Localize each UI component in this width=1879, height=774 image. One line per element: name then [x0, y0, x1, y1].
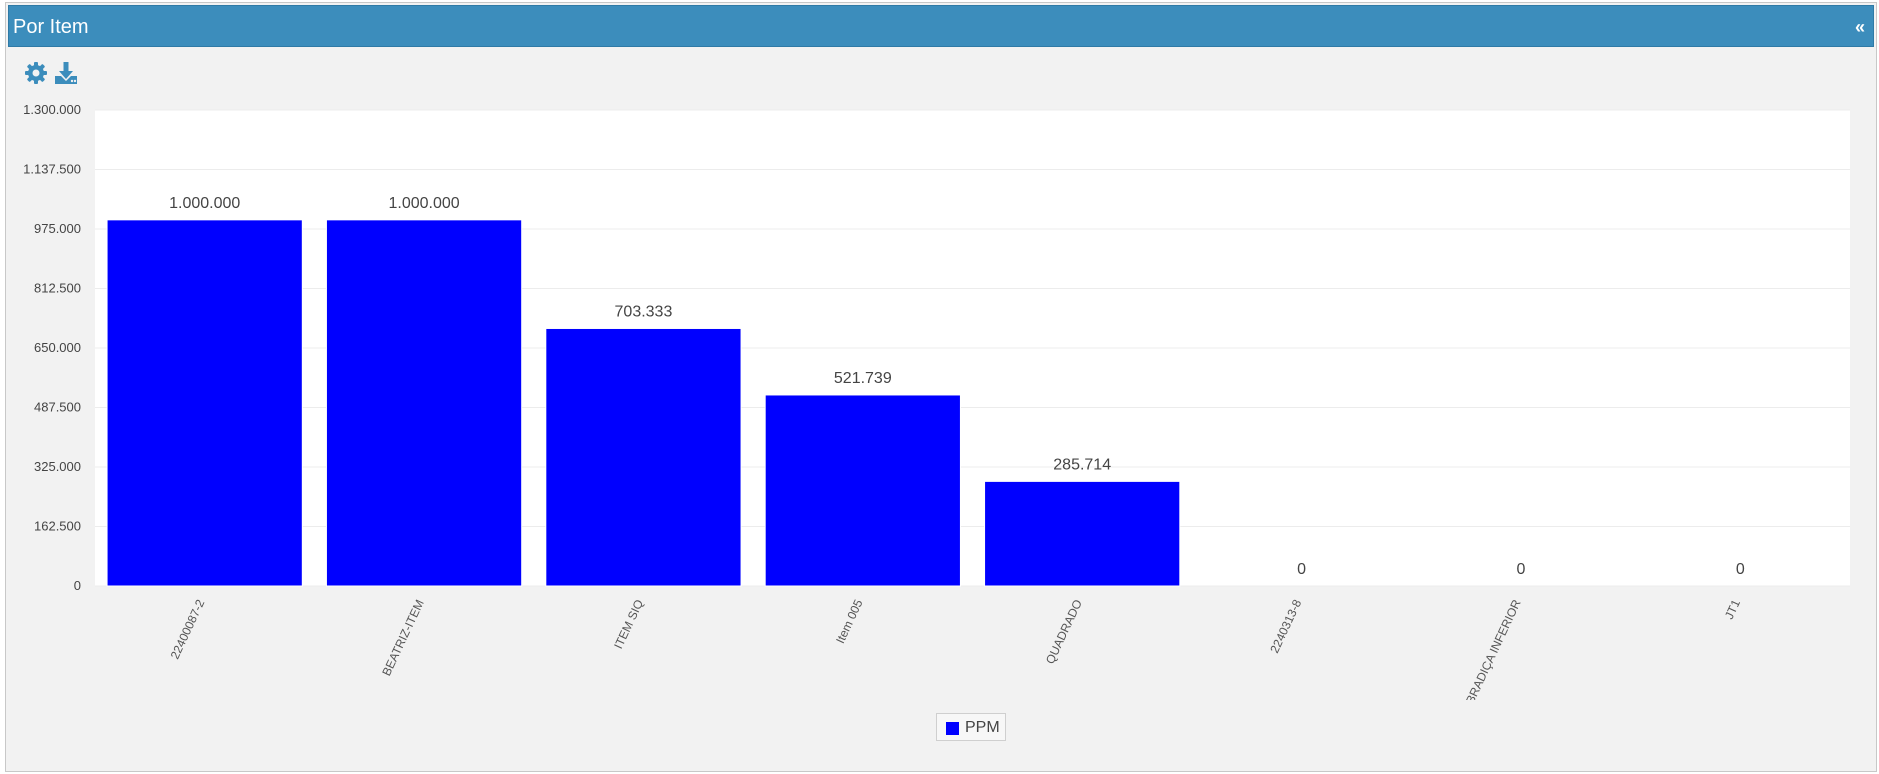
bar	[325, 219, 523, 587]
data-label: 1.000.000	[169, 195, 240, 212]
y-tick-label: 650.000	[34, 340, 81, 355]
x-tick-label: 2240313-8	[1267, 597, 1304, 655]
data-label: 0	[1516, 561, 1525, 578]
y-tick-label: 975.000	[34, 221, 81, 236]
data-label: 0	[1736, 561, 1745, 578]
y-tick-label: 812.500	[34, 281, 81, 296]
settings-button[interactable]	[23, 60, 49, 86]
data-label: 521.739	[834, 370, 892, 387]
y-tick-label: 1.137.500	[23, 162, 81, 177]
panel-header: Por Item «	[8, 5, 1874, 47]
x-tick-label: Item 005	[833, 597, 866, 646]
y-tick-label: 487.500	[34, 400, 81, 415]
panel-title: Por Item	[13, 16, 89, 38]
data-label: 0	[1297, 561, 1306, 578]
bar	[984, 480, 1181, 587]
x-tick-label: ITEM SIQ	[611, 597, 646, 651]
bar-chart: 0 162.500 325.000 487.500 650.000 812.500 975.…	[23, 102, 1850, 700]
y-tick-label: 1.300.000	[23, 102, 81, 117]
data-label: 703.333	[615, 303, 673, 320]
bar	[764, 394, 961, 587]
x-tick-label: DOBRADIÇA INFERIOR	[1455, 597, 1523, 700]
download-button[interactable]	[53, 60, 79, 86]
download-icon	[55, 62, 77, 84]
bar	[545, 327, 742, 587]
data-label: 285.714	[1053, 456, 1111, 473]
y-tick-label: 0	[74, 578, 81, 593]
collapse-button[interactable]: «	[1854, 17, 1865, 37]
x-tick-label: JT1	[1722, 597, 1743, 621]
data-label: 1.000.000	[388, 195, 459, 212]
gear-icon	[25, 62, 47, 84]
bar	[106, 219, 303, 587]
y-tick-label: 325.000	[34, 459, 81, 474]
y-tick-label: 162.500	[34, 519, 81, 534]
x-tick-label: QUADRADO	[1043, 597, 1085, 666]
legend-swatch	[946, 722, 959, 735]
x-tick-label: BEATRIZ-ITEM	[379, 597, 427, 678]
x-tick-label: 22400087-2	[168, 597, 208, 661]
legend[interactable]: PPM	[936, 713, 1006, 741]
legend-label: PPM	[965, 719, 1000, 736]
